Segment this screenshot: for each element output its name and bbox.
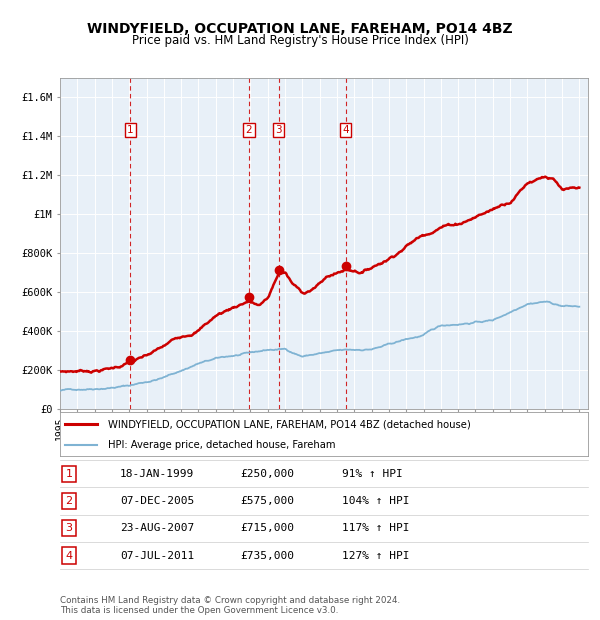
Text: 117% ↑ HPI: 117% ↑ HPI <box>342 523 409 533</box>
Text: 1: 1 <box>127 125 133 135</box>
Text: 4: 4 <box>65 551 73 560</box>
Text: £575,000: £575,000 <box>240 496 294 506</box>
Text: 07-JUL-2011: 07-JUL-2011 <box>120 551 194 560</box>
Text: WINDYFIELD, OCCUPATION LANE, FAREHAM, PO14 4BZ: WINDYFIELD, OCCUPATION LANE, FAREHAM, PO… <box>87 22 513 36</box>
Text: 4: 4 <box>343 125 349 135</box>
Text: 1: 1 <box>65 469 73 479</box>
Text: 2: 2 <box>65 496 73 506</box>
Text: £735,000: £735,000 <box>240 551 294 560</box>
Text: Contains HM Land Registry data © Crown copyright and database right 2024.
This d: Contains HM Land Registry data © Crown c… <box>60 596 400 615</box>
Text: 91% ↑ HPI: 91% ↑ HPI <box>342 469 403 479</box>
Text: 3: 3 <box>275 125 282 135</box>
Text: 18-JAN-1999: 18-JAN-1999 <box>120 469 194 479</box>
Text: 104% ↑ HPI: 104% ↑ HPI <box>342 496 409 506</box>
Text: HPI: Average price, detached house, Fareham: HPI: Average price, detached house, Fare… <box>107 440 335 450</box>
Text: 3: 3 <box>65 523 73 533</box>
Text: WINDYFIELD, OCCUPATION LANE, FAREHAM, PO14 4BZ (detached house): WINDYFIELD, OCCUPATION LANE, FAREHAM, PO… <box>107 419 470 429</box>
Text: £715,000: £715,000 <box>240 523 294 533</box>
Text: £250,000: £250,000 <box>240 469 294 479</box>
Text: 23-AUG-2007: 23-AUG-2007 <box>120 523 194 533</box>
Text: Price paid vs. HM Land Registry's House Price Index (HPI): Price paid vs. HM Land Registry's House … <box>131 34 469 47</box>
Text: 07-DEC-2005: 07-DEC-2005 <box>120 496 194 506</box>
Text: 2: 2 <box>246 125 253 135</box>
Text: 127% ↑ HPI: 127% ↑ HPI <box>342 551 409 560</box>
